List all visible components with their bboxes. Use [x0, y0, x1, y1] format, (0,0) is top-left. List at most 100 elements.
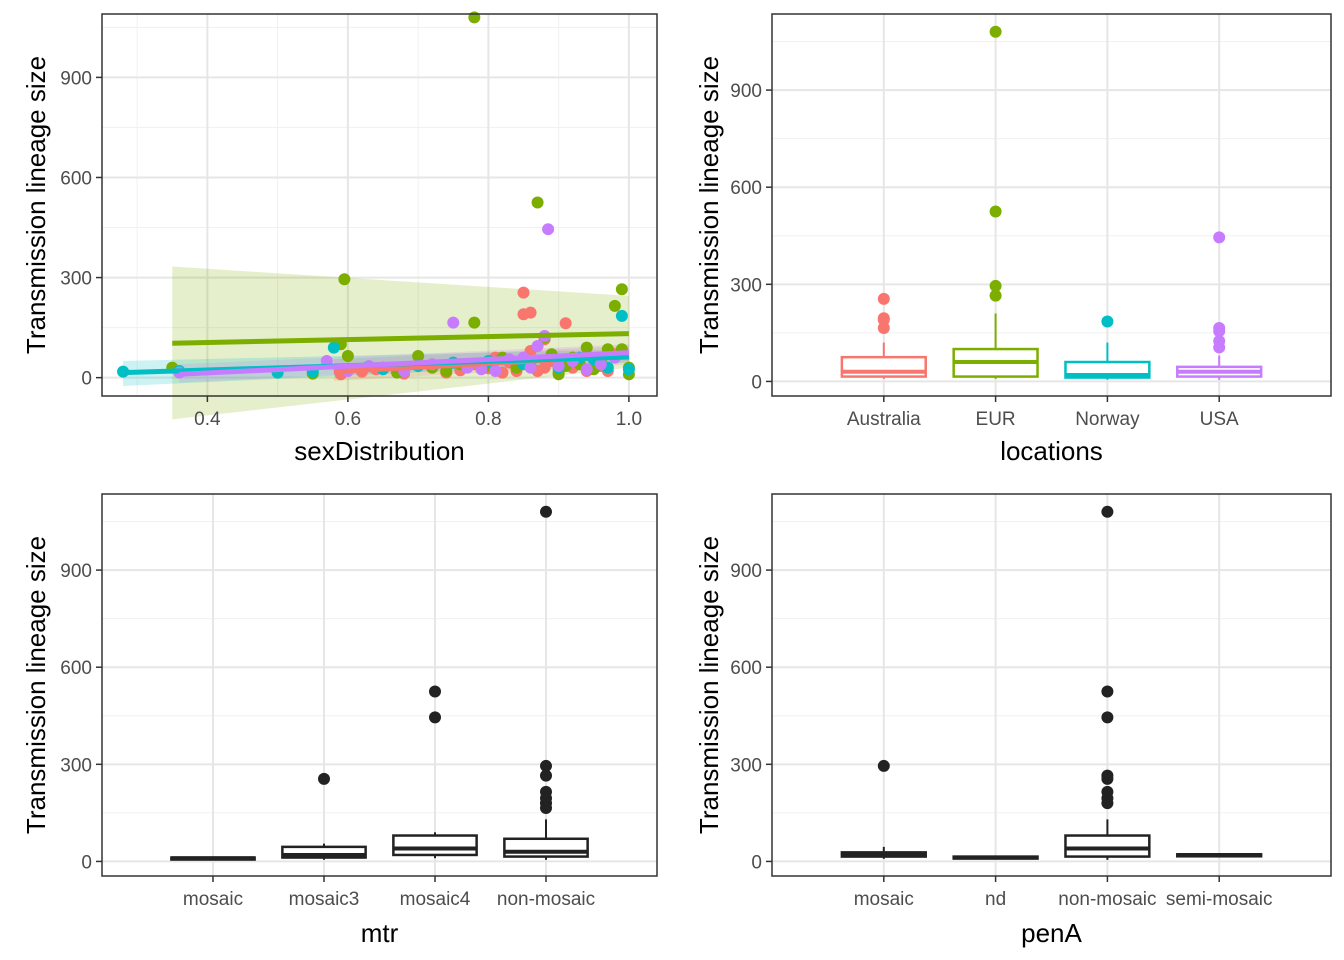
outlier-point [877, 292, 890, 305]
x-axis-title: mtr [361, 918, 399, 948]
box-iqr [503, 837, 589, 858]
x-axis: mosaic mosaic3 mosaic4 non-mosaic [183, 876, 595, 910]
outlier-point [318, 772, 330, 785]
panel-border [771, 13, 1332, 397]
data-point-eur [608, 299, 621, 312]
data-point-eur [531, 196, 544, 209]
data-point-australia [524, 306, 537, 319]
x-tick-label: mosaic3 [289, 889, 360, 910]
outlier-point [1213, 341, 1226, 354]
x-tick-label: mosaic4 [400, 889, 471, 910]
boxplot-usa [1176, 231, 1263, 380]
outlier-point [989, 25, 1002, 38]
data-point-usa [580, 363, 593, 376]
outlier-point [989, 279, 1002, 292]
boxplot-norway [1064, 315, 1151, 380]
panel-border [771, 493, 1332, 877]
data-point-australia [517, 286, 530, 299]
data-point-norway [327, 341, 340, 354]
boxplot-australia [840, 292, 927, 379]
box-iqr [281, 845, 367, 859]
y-axis-title: Transmission lineage size [694, 536, 724, 834]
data-layer [840, 505, 1263, 860]
boxplot-nd [952, 855, 1039, 860]
x-tick-label: 0.8 [475, 409, 501, 430]
trend-line-eur [172, 331, 629, 346]
x-tick-label: Norway [1075, 409, 1140, 430]
y-tick-label: 0 [81, 852, 92, 873]
x-tick-label: EUR [976, 409, 1016, 430]
data-point-usa [594, 358, 607, 371]
data-point-eur [412, 349, 425, 362]
outlier-point [877, 759, 890, 772]
x-tick-label: Australia [847, 409, 921, 430]
y-tick-label: 300 [60, 755, 92, 776]
x-tick-label: 1.0 [616, 409, 642, 430]
y-axis-title: Transmission lineage size [21, 56, 51, 354]
x-tick-label: 0.6 [335, 409, 361, 430]
x-axis: 0.4 0.6 0.8 1.0 [194, 396, 642, 430]
data-point-norway [622, 363, 635, 376]
y-axis-title: Transmission lineage size [21, 536, 51, 834]
outlier-point [540, 802, 552, 815]
panel-border [101, 13, 658, 397]
outlier-point [1101, 711, 1114, 724]
y-tick-label: 0 [751, 372, 762, 393]
boxplot-mosaic3 [281, 772, 367, 860]
y-tick-label: 300 [730, 755, 762, 776]
outlier-point [1213, 231, 1226, 244]
y-tick-label: 0 [751, 852, 762, 873]
data-point-eur [615, 283, 628, 296]
box-iqr [392, 834, 478, 857]
boxplot-mosaic4 [392, 685, 478, 859]
data-point-eur [468, 316, 481, 329]
x-axis-title: locations [1000, 436, 1103, 466]
y-tick-label: 600 [60, 658, 92, 679]
x-tick-label: semi-mosaic [1166, 889, 1273, 910]
panel-sex: 0 300 600 900 0.4 0.6 0.8 1.0 sexDistribution Tra… [21, 11, 658, 466]
outlier-point [877, 322, 890, 335]
data-point-eur [580, 341, 593, 354]
box-iqr [1064, 834, 1151, 858]
data-point-norway [615, 309, 628, 322]
grid [102, 494, 657, 876]
y-tick-label: 600 [730, 658, 762, 679]
x-tick-label: USA [1200, 409, 1239, 430]
y-axis: 0 300 600 900 [730, 81, 772, 393]
outlier-point [1101, 797, 1114, 810]
y-tick-label: 900 [60, 561, 92, 582]
y-tick-label: 900 [60, 68, 92, 89]
outlier-point [429, 685, 441, 698]
outlier-point [540, 759, 552, 772]
x-tick-label: mosaic [854, 889, 914, 910]
x-tick-label: non-mosaic [497, 889, 595, 910]
panel-pen: 0 300 600 900 mosaic nd non-mosaic semi-mosaic p… [694, 493, 1332, 948]
x-tick-label: 0.4 [194, 409, 221, 430]
outlier-point [1213, 325, 1226, 338]
confidence-band-eur [172, 266, 629, 420]
boxplot-mosaic [840, 759, 927, 859]
grid [102, 14, 657, 396]
boxplot-mosaic [170, 856, 256, 861]
data-point-usa [531, 339, 544, 352]
outlier-point [1101, 315, 1114, 328]
boxplot-non-mosaic [503, 505, 589, 860]
data-point-usa [552, 359, 565, 372]
boxplot-eur [952, 25, 1039, 379]
data-point-eur [338, 273, 351, 286]
x-axis: Australia EUR Norway USA [847, 396, 1239, 430]
data-point-usa [524, 361, 537, 374]
data-layer [840, 25, 1263, 380]
outlier-point [1101, 685, 1114, 698]
data-point-usa [542, 223, 555, 236]
boxplot-non-mosaic [1064, 505, 1151, 860]
data-point-australia [559, 317, 572, 330]
x-tick-label: nd [985, 889, 1006, 910]
boxplot-semi-mosaic [1176, 852, 1263, 858]
data-point-usa [489, 364, 502, 377]
outlier-point [540, 505, 552, 518]
outlier-point [989, 289, 1002, 302]
data-point-eur [341, 349, 354, 362]
outlier-point [1101, 772, 1114, 785]
y-axis: 0 300 600 900 [60, 68, 102, 390]
